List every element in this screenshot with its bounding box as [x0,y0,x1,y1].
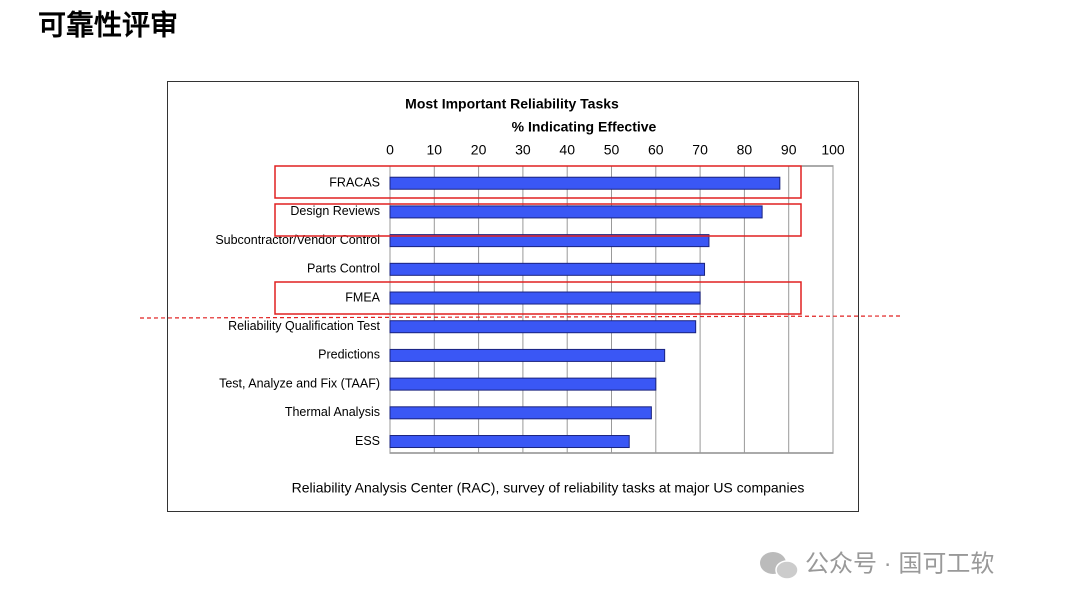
x-tick-label: 60 [648,142,664,158]
y-tick-label: Predictions [318,348,380,362]
watermark: 公众号 · 国可工软 [805,550,994,577]
highlight-box [274,165,802,199]
x-tick-label: 0 [386,142,394,158]
bar [389,176,781,190]
bar [389,262,706,276]
x-tick-label: 50 [604,142,620,158]
x-tick-label: 90 [781,142,797,158]
y-tick-label: Parts Control [307,262,380,276]
bar [389,291,701,305]
x-tick-label: 100 [821,142,845,158]
y-tick-label: Test, Analyze and Fix (TAAF) [219,376,380,390]
chart-title: Most Important Reliability Tasks [405,96,619,112]
x-tick-label: 70 [692,142,708,158]
x-axis-label: % Indicating Effective [512,119,657,135]
bar [389,320,697,334]
watermark-icon [760,552,799,580]
bar [389,234,710,248]
bar [389,406,652,420]
highlight-box [274,203,802,237]
y-tick-label: Reliability Qualification Test [228,319,380,333]
divider-line [139,315,901,319]
bar [389,348,666,362]
source-note: Reliability Analysis Center (RAC), surve… [292,480,805,496]
slide-title: 可靠性评审 [38,8,178,40]
plot: 0 10 20 30 40 50 60 70 80 90 100 FRACAS Design Revie… [215,142,845,454]
x-tick-label: 40 [559,142,575,158]
bar [389,205,763,219]
x-tick-label: 80 [737,142,753,158]
highlight-box [274,281,802,315]
y-tick-label: ESS [355,434,380,448]
x-tick-label: 20 [471,142,487,158]
bar [389,377,657,391]
x-tick-label: 10 [427,142,443,158]
y-tick-label: Subcontractor/Vendor Control [215,233,380,247]
bar [389,435,630,449]
y-tick-label: FMEA [345,290,380,304]
y-tick-label: Design Reviews [290,204,380,218]
x-tick-label: 30 [515,142,531,158]
y-tick-label: FRACAS [329,176,380,190]
y-tick-label: Thermal Analysis [285,405,380,419]
